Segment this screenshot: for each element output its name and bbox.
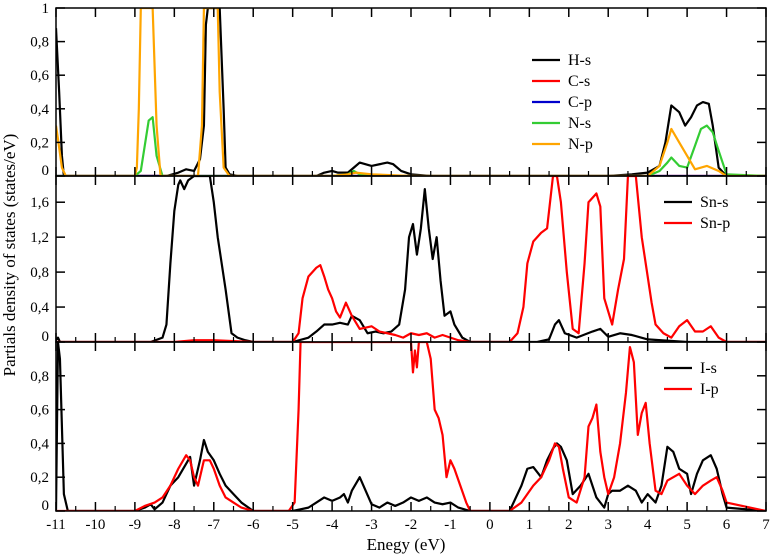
y-tick-label: 0: [42, 163, 50, 179]
x-tick-label: -10: [85, 517, 105, 533]
x-tick-label: 5: [683, 517, 691, 533]
legend-label-sn-s: Sn-s: [700, 194, 728, 211]
y-tick-label: 0,6: [30, 68, 49, 84]
series-line-sn-s: [56, 176, 766, 342]
legend-label-c-p: C-p: [568, 94, 592, 111]
series-line-h-s: [56, 8, 766, 176]
panels: 0 0,2 0,4 0,6 0,8 1 H-s C-s C-p N-s N-p 0 0,4 0,8 1,2 1…: [30, 1, 767, 514]
y-tick-label: 0,8: [30, 35, 49, 51]
x-tick-label: 1: [526, 517, 534, 533]
x-tick-label: -7: [208, 517, 221, 533]
y-tick-label: 0,4: [30, 102, 49, 118]
y-tick-label: 0,8: [30, 369, 49, 385]
x-tick-label: -5: [286, 517, 299, 533]
legend-label-n-s: N-s: [568, 115, 591, 132]
legend-label-i-p: I-p: [700, 381, 719, 398]
x-tick-label: -8: [168, 517, 181, 533]
y-tick-label: 0,8: [30, 265, 49, 281]
x-tick-label: -11: [46, 517, 65, 533]
y-tick-label: 1: [42, 1, 50, 17]
panel-top: 0 0,2 0,4 0,6 0,8 1 H-s C-s C-p N-s N-p: [30, 1, 767, 179]
legend-label-h-s: H-s: [568, 52, 591, 69]
y-tick-label: 1,6: [30, 195, 49, 211]
series-line-i-p: [56, 342, 766, 511]
x-tick-label: -3: [365, 517, 378, 533]
x-tick-label: 0: [486, 517, 494, 533]
x-axis-title: Enegy (eV): [367, 535, 446, 554]
y-tick-label: 1,2: [30, 230, 49, 246]
x-axis: -11 -10 -9 -8 -7 -6 -5 -4 -3 -2 -1 0 1 2 3 4 5 6 7: [46, 517, 770, 533]
x-tick-label: -2: [405, 517, 418, 533]
panel-middle: 0 0,4 0,8 1,2 1,6 Sn-s Sn-p: [30, 175, 767, 345]
x-tick-label: 4: [644, 517, 652, 533]
legend-label-sn-p: Sn-p: [700, 215, 730, 232]
legend-top: H-s C-s C-p N-s N-p: [532, 52, 593, 153]
legend-label-n-p: N-p: [568, 136, 593, 153]
panel-bottom: 0 0,2 0,4 0,6 0,8 I-s I-p: [30, 341, 767, 514]
y-tick-label: 0,2: [30, 135, 49, 151]
series-line-sn-p: [56, 176, 766, 342]
y-tick-label: 0,4: [30, 300, 49, 316]
x-tick-label: 3: [604, 517, 612, 533]
legend-bottom: I-s I-p: [664, 360, 719, 398]
legend-label-c-s: C-s: [568, 73, 590, 90]
legend-middle: Sn-s Sn-p: [664, 194, 730, 232]
x-tick-label: -4: [326, 517, 339, 533]
x-tick-label: 6: [723, 517, 731, 533]
legend-label-i-s: I-s: [700, 360, 717, 377]
x-tick-label: -6: [247, 517, 260, 533]
y-tick-label: 0: [42, 329, 50, 345]
y-tick-label: 0,6: [30, 403, 49, 419]
series-line-n-s: [56, 116, 766, 176]
y-tick-label: 0: [42, 498, 50, 514]
y-axis-title: Partials density of states (states/eV): [0, 134, 19, 377]
y-tick-label: 0,2: [30, 470, 49, 486]
x-tick-label: 7: [762, 517, 770, 533]
y-tick-label: 0,4: [30, 436, 49, 452]
x-tick-label: -1: [444, 517, 457, 533]
x-tick-label: 2: [565, 517, 573, 533]
x-tick-label: -9: [129, 517, 142, 533]
series-line-n-p: [56, 8, 766, 176]
